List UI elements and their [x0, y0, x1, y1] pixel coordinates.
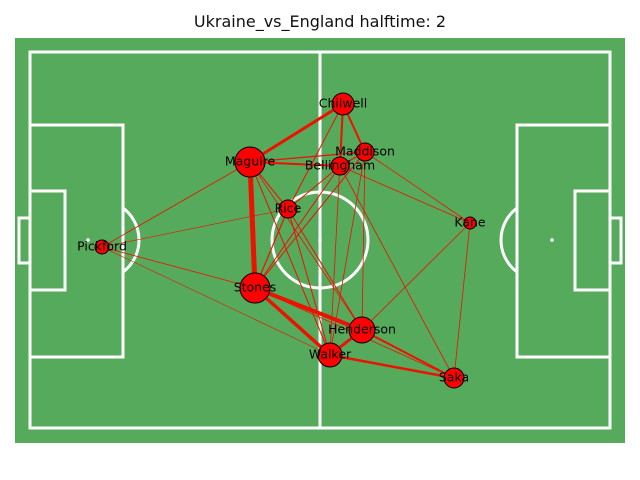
pass-link-walker-saka [328, 353, 456, 380]
player-nodes [94, 92, 477, 389]
player-label-maddison: Maddison [335, 144, 395, 159]
pass-link-rice-chilwell [287, 103, 344, 210]
pass-link-kane-saka [453, 222, 471, 379]
field-markings [17, 50, 623, 430]
player-label-kane: Kane [454, 215, 486, 230]
centre-circle [270, 190, 370, 290]
chart-title: Ukraine_vs_England halftime: 2 [193, 12, 447, 31]
pass-link-maddison-henderson [361, 151, 366, 331]
centre-spot [318, 238, 322, 242]
player-labels: Chilwell Maddison Maguire Bellingham Rice Kan… [77, 96, 486, 385]
player-node-bellingham [330, 156, 350, 176]
player-label-pickford: Pickford [77, 239, 127, 254]
pass-link-chilwell-walker [329, 103, 344, 356]
left-penalty-arc [122, 206, 141, 274]
player-label-rice: Rice [275, 201, 302, 216]
player-label-walker: Walker [309, 347, 352, 362]
pass-link-stones-maddison [254, 151, 366, 289]
pass-link-pickford-walker [101, 246, 331, 356]
pass-link-maguire-chilwell [248, 102, 345, 164]
left-goal [17, 216, 32, 265]
pass-link-maguire-pickford [101, 161, 251, 248]
player-node-rice [278, 199, 298, 219]
player-node-chilwell [331, 92, 355, 116]
pass-link-henderson-saka [361, 329, 455, 379]
pass-link-stones-bellingham [254, 165, 341, 289]
player-node-walker [317, 342, 343, 368]
pass-link-maddison-kane [364, 151, 471, 224]
pass-link-maguire-maddison [249, 151, 366, 163]
right-goal [608, 216, 623, 265]
player-node-henderson [348, 316, 376, 344]
pass-link-maguire-walker [249, 161, 331, 356]
pass-link-pickford-rice [101, 208, 289, 248]
pass-link-bellingham-saka [339, 165, 455, 379]
player-label-bellingham: Bellingham [305, 158, 375, 173]
left-penalty-spot [86, 238, 90, 242]
pass-link-rice-walker [287, 208, 331, 356]
player-node-kane [463, 216, 477, 230]
player-node-stones [239, 272, 271, 304]
player-node-maddison [355, 142, 375, 162]
pass-link-maguire-henderson [249, 161, 363, 331]
player-label-saka: Saka [439, 370, 469, 385]
player-label-henderson: Henderson [328, 322, 396, 337]
player-node-maguire [234, 146, 266, 178]
player-label-maguire: Maguire [225, 154, 276, 169]
pass-link-stones-walker [253, 286, 332, 357]
player-node-saka [443, 367, 465, 389]
pass-link-maguire-stones [247, 159, 258, 291]
player-node-pickford [94, 239, 110, 255]
right-penalty-spot [550, 238, 554, 242]
player-label-chilwell: Chilwell [319, 96, 367, 111]
player-label-stones: Stones [234, 280, 277, 295]
pass-link-rice-bellingham [287, 165, 341, 210]
pass-link-pickford-stones [101, 246, 256, 289]
pass-link-kane-henderson [361, 222, 471, 331]
pass-link-rice-henderson [287, 208, 363, 331]
pass-link-bellingham-kane [339, 165, 471, 224]
pass-link-maddison-walker [329, 151, 366, 356]
right-penalty-arc [499, 206, 518, 274]
pass-link-stones-henderson [253, 286, 364, 332]
